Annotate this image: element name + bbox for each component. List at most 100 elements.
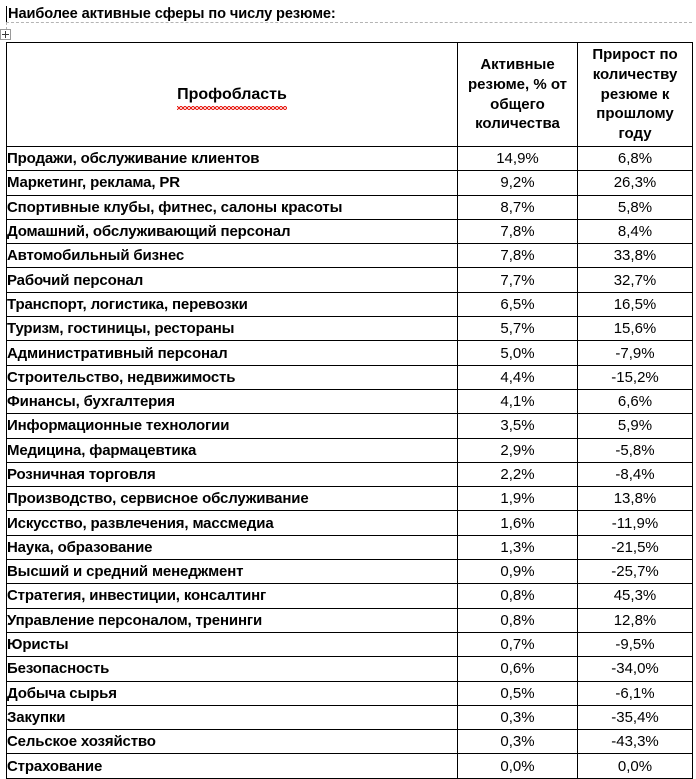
table-body: Продажи, обслуживание клиентов 14,9% 6,8% М… — [6, 145, 693, 779]
cell-growth: -8,4% — [577, 461, 693, 488]
cell-growth: -21,5% — [577, 534, 693, 561]
table-row: Высший и средний менеджмент 0,9% -25,7% — [6, 559, 693, 585]
table-move-handle-icon[interactable] — [0, 29, 11, 40]
table-row: Финансы, бухгалтерия 4,1% 6,6% — [6, 388, 693, 415]
table-row: Спортивные клубы, фитнес, салоны красоты… — [6, 194, 693, 220]
cell-active-pct: 7,8% — [457, 243, 578, 269]
cell-active-pct: 0,6% — [457, 656, 578, 682]
cell-growth: 6,6% — [577, 388, 693, 415]
cell-active-pct: 0,5% — [457, 680, 578, 706]
table-row: Продажи, обслуживание клиентов 14,9% 6,8% — [6, 145, 693, 172]
cell-growth: 5,8% — [577, 194, 693, 220]
cell-profession: Страхование — [6, 753, 458, 779]
cell-growth: 13,8% — [577, 486, 693, 512]
cell-active-pct: 14,9% — [457, 145, 578, 172]
page-title: Наиболее активные сферы по числу резюме: — [8, 5, 336, 22]
table-row: Добыча сырья 0,5% -6,1% — [6, 680, 693, 706]
cell-profession: Строительство, недвижимость — [6, 364, 458, 390]
table-row: Туризм, гостиницы, рестораны 5,7% 15,6% — [6, 316, 693, 342]
table-row: Закупки 0,3% -35,4% — [6, 704, 693, 731]
cell-active-pct: 0,0% — [457, 753, 578, 779]
table-row: Сельское хозяйство 0,3% -43,3% — [6, 729, 693, 755]
table-row: Страхование 0,0% 0,0% — [6, 753, 693, 779]
column-header-active-pct: Активные резюме, % от общего количества — [457, 42, 578, 147]
cell-profession: Информационные технологии — [6, 413, 458, 439]
cell-active-pct: 6,5% — [457, 291, 578, 318]
cell-active-pct: 2,2% — [457, 461, 578, 488]
table-header-row: Профобласть Активные резюме, % от общего… — [6, 42, 693, 147]
cell-active-pct: 1,3% — [457, 534, 578, 561]
document-title-row: Наиболее активные сферы по числу резюме: — [0, 0, 696, 28]
table-boundary-dashed-left — [6, 22, 7, 30]
spellcheck-squiggle-icon — [177, 106, 287, 111]
cell-growth: -35,4% — [577, 704, 693, 731]
table-row: Управление персоналом, тренинги 0,8% 12,8% — [6, 607, 693, 633]
cell-active-pct: 0,8% — [457, 607, 578, 633]
cell-growth: 33,8% — [577, 243, 693, 269]
table-header: Профобласть Активные резюме, % от общего… — [6, 42, 693, 147]
column-header-growth: Прирост по количеству резюме к прошлому … — [577, 42, 693, 147]
cell-profession: Домашний, обслуживающий персонал — [6, 218, 458, 245]
cell-profession: Продажи, обслуживание клиентов — [6, 145, 458, 172]
cell-profession: Юристы — [6, 631, 458, 658]
cell-profession: Искусство, развлечения, массмедиа — [6, 510, 458, 536]
table-row: Медицина, фармацевтика 2,9% -5,8% — [6, 437, 693, 463]
cell-active-pct: 1,6% — [457, 510, 578, 536]
cell-growth: 8,4% — [577, 218, 693, 245]
cell-profession: Административный персонал — [6, 340, 458, 366]
cell-growth: -6,1% — [577, 680, 693, 706]
cell-growth: 15,6% — [577, 316, 693, 342]
column-header-profession: Профобласть — [6, 42, 458, 147]
cell-active-pct: 0,7% — [457, 631, 578, 658]
cell-active-pct: 5,0% — [457, 340, 578, 366]
cell-growth: 26,3% — [577, 170, 693, 196]
cell-active-pct: 0,3% — [457, 729, 578, 755]
table-row: Маркетинг, реклама, PR 9,2% 26,3% — [6, 170, 693, 196]
table-row: Наука, образование 1,3% -21,5% — [6, 534, 693, 561]
table-row: Производство, сервисное обслуживание 1,9%… — [6, 486, 693, 512]
cell-active-pct: 4,1% — [457, 388, 578, 415]
cell-profession: Спортивные клубы, фитнес, салоны красоты — [6, 194, 458, 220]
table-row: Домашний, обслуживающий персонал 7,8% 8,4% — [6, 218, 693, 245]
cell-growth: -25,7% — [577, 559, 693, 585]
table-row: Автомобильный бизнес 7,8% 33,8% — [6, 243, 693, 269]
cell-profession: Туризм, гостиницы, рестораны — [6, 316, 458, 342]
table-row: Информационные технологии 3,5% 5,9% — [6, 413, 693, 439]
table-row: Транспорт, логистика, перевозки 6,5% 16,5% — [6, 291, 693, 318]
table-row: Рабочий персонал 7,7% 32,7% — [6, 267, 693, 293]
cell-active-pct: 7,7% — [457, 267, 578, 293]
table-row: Искусство, развлечения, массмедиа 1,6% -11… — [6, 510, 693, 536]
resume-activity-table: Профобласть Активные резюме, % от общего… — [6, 42, 693, 779]
cell-profession: Добыча сырья — [6, 680, 458, 706]
cell-growth: 5,9% — [577, 413, 693, 439]
cell-active-pct: 5,7% — [457, 316, 578, 342]
cell-growth: -34,0% — [577, 656, 693, 682]
table-row: Стратегия, инвестиции, консалтинг 0,8% 45,… — [6, 583, 693, 609]
cell-growth: 6,8% — [577, 145, 693, 172]
cell-profession: Маркетинг, реклама, PR — [6, 170, 458, 196]
cell-growth: 45,3% — [577, 583, 693, 609]
cell-growth: 32,7% — [577, 267, 693, 293]
table-row: Административный персонал 5,0% -7,9% — [6, 340, 693, 366]
table-boundary-dashed-top — [6, 22, 692, 23]
column-header-profession-label: Профобласть — [177, 85, 287, 103]
cell-profession: Безопасность — [6, 656, 458, 682]
cell-active-pct: 1,9% — [457, 486, 578, 512]
cell-growth: -5,8% — [577, 437, 693, 463]
cell-growth: -11,9% — [577, 510, 693, 536]
cell-growth: -7,9% — [577, 340, 693, 366]
table-row: Строительство, недвижимость 4,4% -15,2% — [6, 364, 693, 390]
cell-profession: Стратегия, инвестиции, консалтинг — [6, 583, 458, 609]
column-header-profession-text-wrapper: Профобласть — [177, 84, 287, 111]
cell-active-pct: 9,2% — [457, 170, 578, 196]
cell-profession: Медицина, фармацевтика — [6, 437, 458, 463]
move-handle-vertical-bar — [5, 31, 6, 38]
cell-active-pct: 7,8% — [457, 218, 578, 245]
cell-active-pct: 0,8% — [457, 583, 578, 609]
cell-growth: 0,0% — [577, 753, 693, 779]
cell-profession: Транспорт, логистика, перевозки — [6, 291, 458, 318]
cell-active-pct: 8,7% — [457, 194, 578, 220]
cell-profession: Управление персоналом, тренинги — [6, 607, 458, 633]
table-row: Розничная торговля 2,2% -8,4% — [6, 461, 693, 488]
cell-active-pct: 0,3% — [457, 704, 578, 731]
